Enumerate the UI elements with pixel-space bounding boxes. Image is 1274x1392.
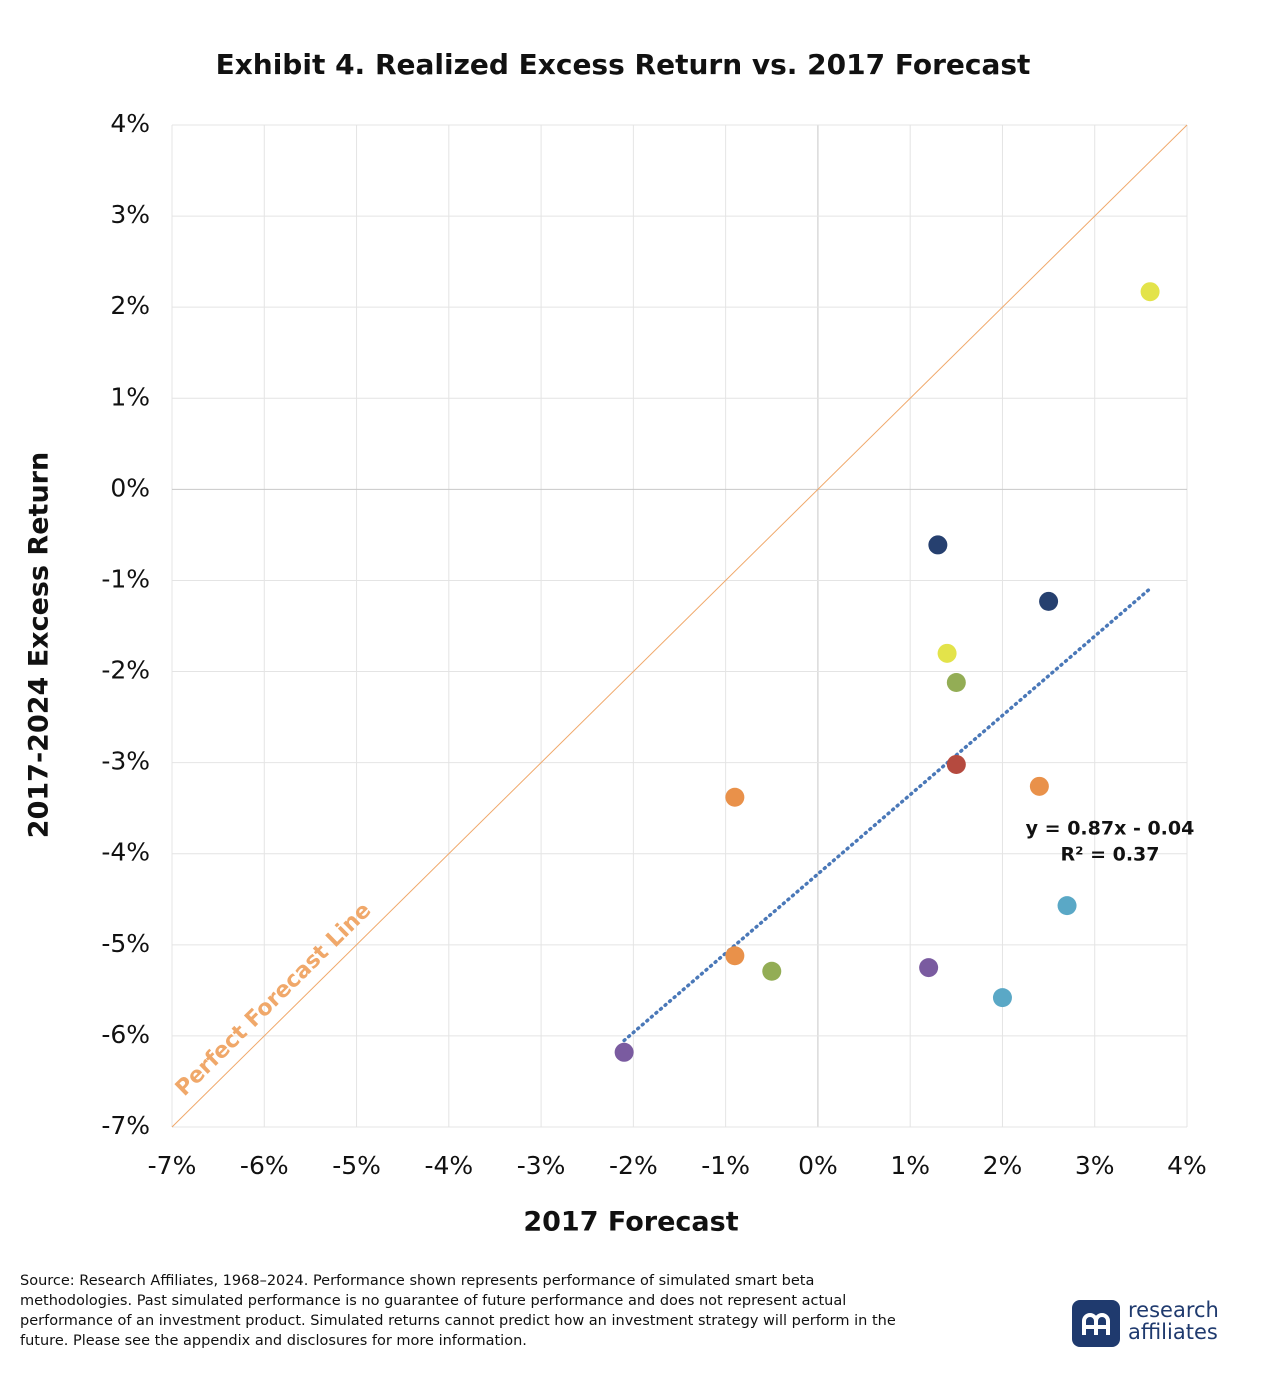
point <box>937 643 957 663</box>
point <box>614 1042 634 1062</box>
x-tick-label: -5% <box>332 1151 381 1180</box>
point <box>1140 282 1160 302</box>
y-tick-label: 0% <box>110 473 150 502</box>
trendline-equation: y = 0.87x - 0.04 <box>1026 818 1195 840</box>
x-tick-label: -6% <box>240 1151 289 1180</box>
y-tick-label: -1% <box>101 564 150 593</box>
x-tick-label: -7% <box>148 1151 197 1180</box>
logo-text: research <box>1128 1298 1219 1322</box>
y-axis-title: 2017-2024 Excess Return <box>24 452 55 838</box>
x-tick-label: 0% <box>798 1151 838 1180</box>
point <box>946 754 966 774</box>
point <box>725 787 745 807</box>
x-axis-title: 2017 Forecast <box>523 1207 738 1238</box>
point <box>1057 896 1077 916</box>
source-note: methodologies. Past simulated performanc… <box>20 1293 846 1309</box>
y-tick-label: -7% <box>101 1111 150 1140</box>
source-note: Source: Research Affiliates, 1968–2024. … <box>20 1273 814 1289</box>
perfect-forecast-label: Perfect Forecast Line <box>171 898 376 1101</box>
y-tick-label: 2% <box>110 291 150 320</box>
logo <box>1072 1300 1120 1347</box>
x-tick-label: -1% <box>701 1151 750 1180</box>
trendline-r2: R² = 0.37 <box>1061 844 1160 866</box>
point <box>1039 591 1059 611</box>
y-tick-label: 4% <box>110 109 150 138</box>
point <box>946 672 966 692</box>
point <box>919 958 939 978</box>
x-tick-label: -4% <box>424 1151 473 1180</box>
source-note: performance of an investment product. Si… <box>20 1313 896 1329</box>
point <box>928 535 948 555</box>
x-tick-label: -3% <box>517 1151 566 1180</box>
point <box>1029 776 1049 796</box>
x-tick-label: 3% <box>1075 1151 1115 1180</box>
y-tick-label: 1% <box>110 382 150 411</box>
y-tick-label: 3% <box>110 200 150 229</box>
y-tick-label: -5% <box>101 929 150 958</box>
y-tick-label: -4% <box>101 838 150 867</box>
y-tick-label: -2% <box>101 656 150 685</box>
y-tick-label: -6% <box>101 1020 150 1049</box>
logo-glyph <box>1082 1313 1110 1335</box>
x-tick-label: 1% <box>890 1151 930 1180</box>
point <box>992 988 1012 1008</box>
trendline <box>622 586 1152 1043</box>
point <box>762 961 782 981</box>
y-tick-label: -3% <box>101 747 150 776</box>
source-note: future. Please see the appendix and disc… <box>20 1333 527 1349</box>
logo-text: affiliates <box>1128 1320 1218 1344</box>
point <box>725 946 745 966</box>
x-tick-label: 2% <box>983 1151 1023 1180</box>
x-tick-label: 4% <box>1167 1151 1207 1180</box>
x-tick-label: -2% <box>609 1151 658 1180</box>
chart-title: Exhibit 4. Realized Excess Return vs. 20… <box>216 48 1031 81</box>
perfect-forecast-line <box>171 124 1188 1128</box>
